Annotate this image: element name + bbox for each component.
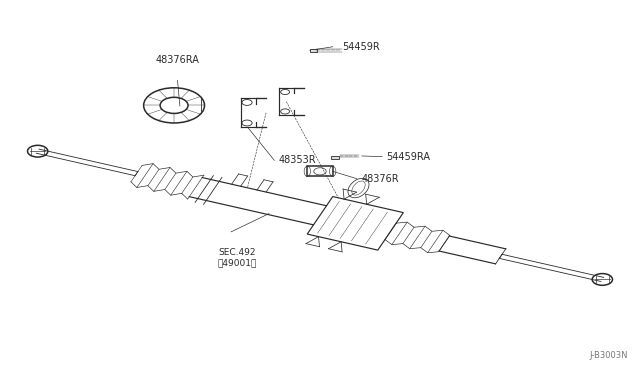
Text: 48353R: 48353R — [279, 155, 316, 165]
Text: SEC.492
〄49001々: SEC.492 〄49001々 — [218, 248, 257, 268]
Text: 54459RA: 54459RA — [387, 152, 431, 162]
FancyBboxPatch shape — [332, 155, 339, 158]
FancyBboxPatch shape — [310, 49, 317, 52]
Text: J-B3003N: J-B3003N — [589, 351, 628, 360]
Text: 54459R: 54459R — [342, 42, 380, 52]
Text: 48376R: 48376R — [361, 174, 399, 184]
Text: 48376RA: 48376RA — [156, 55, 199, 65]
